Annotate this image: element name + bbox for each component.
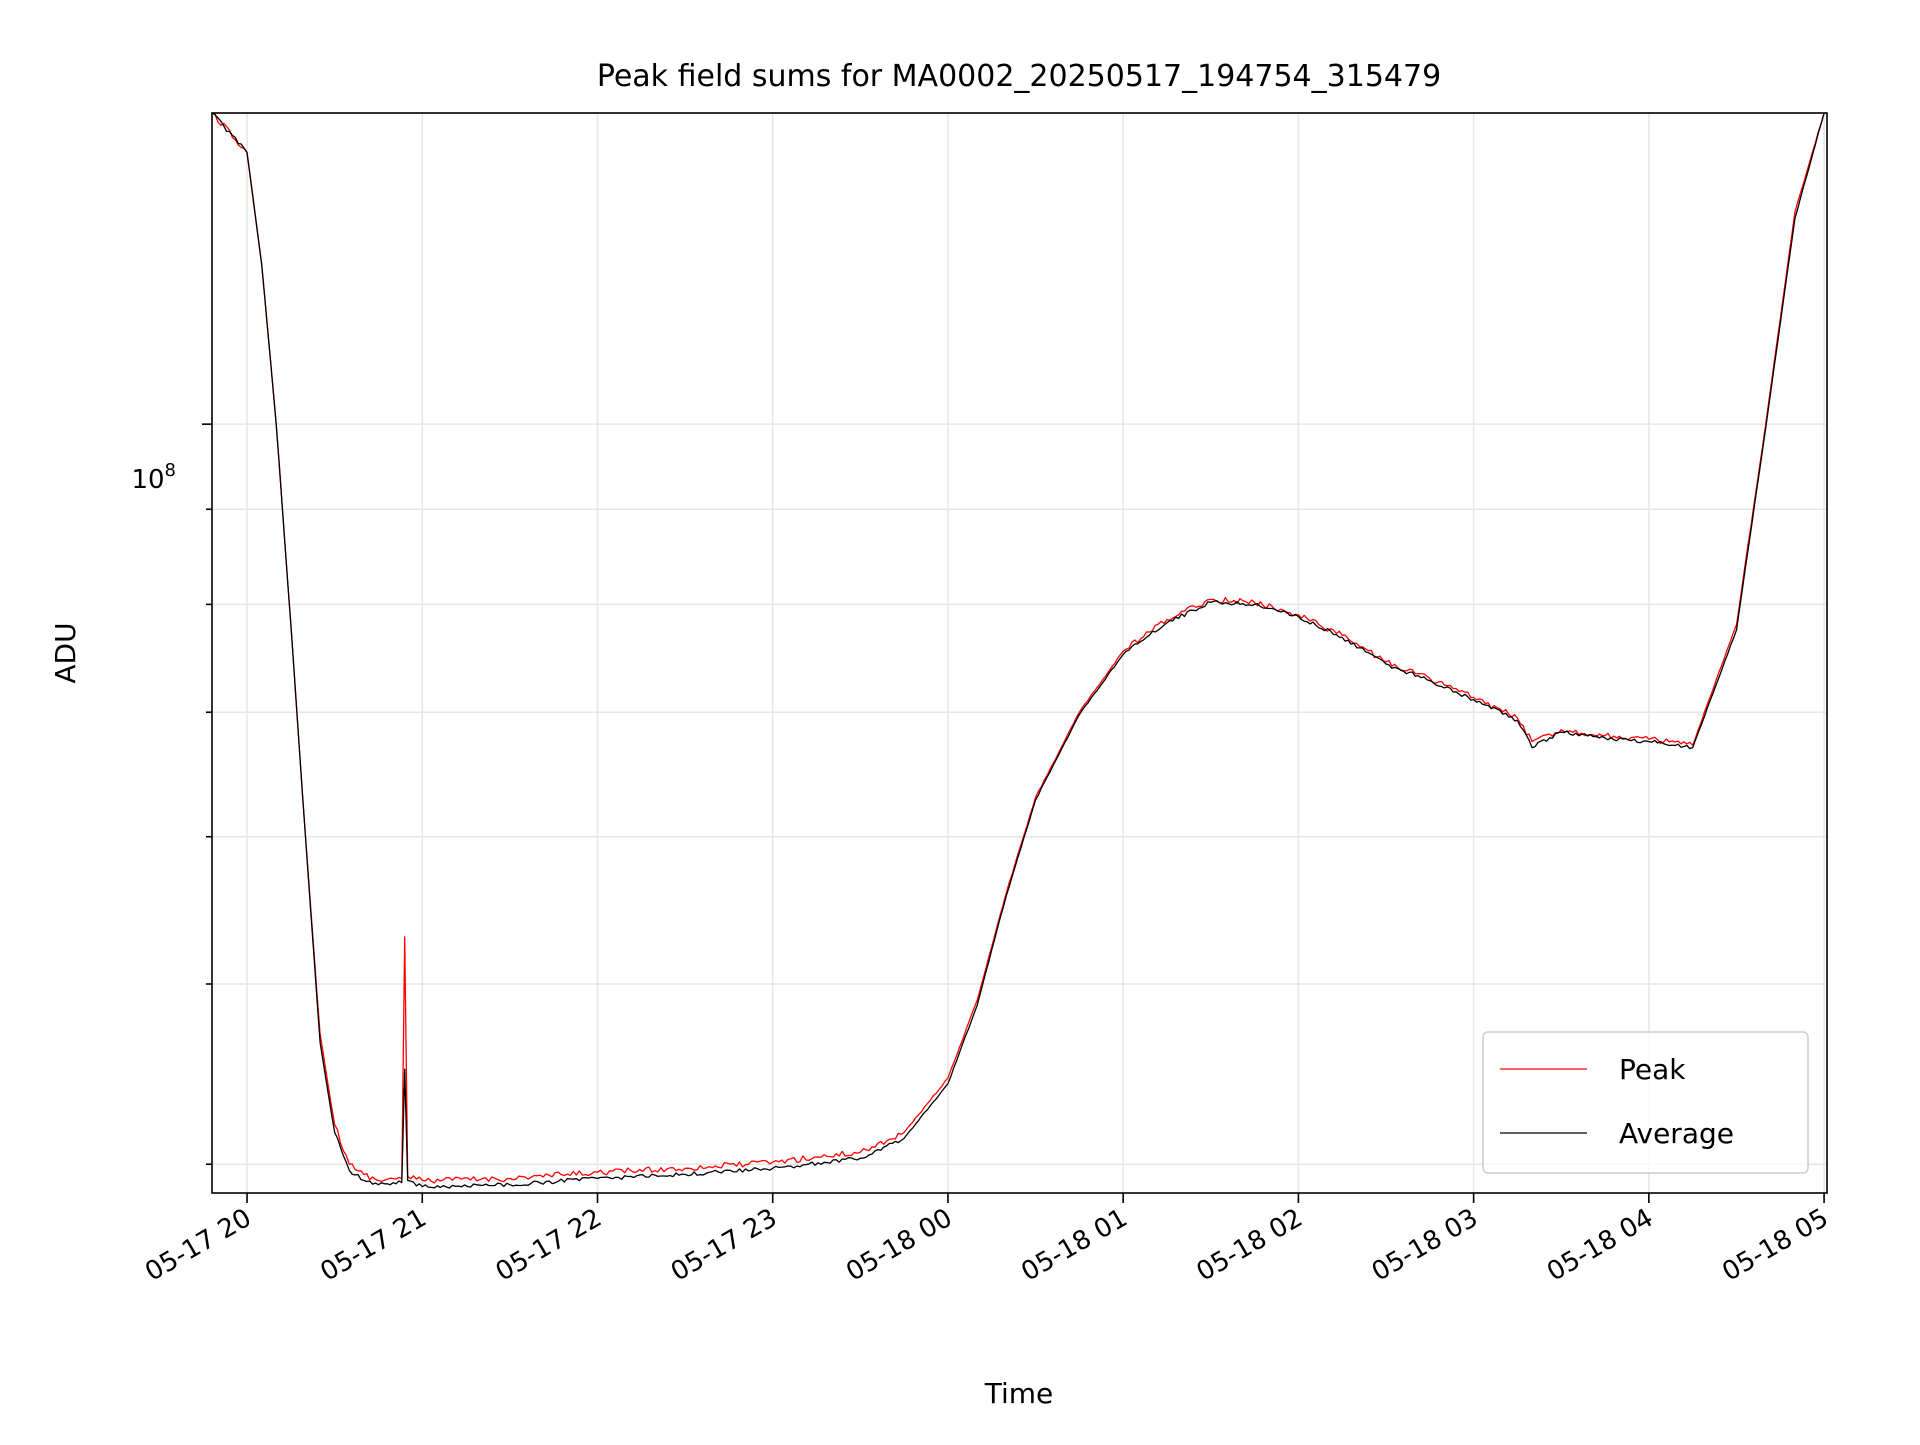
legend-box (1482, 1031, 1809, 1174)
series-line-average (211, 112, 1825, 1189)
legend-label-average: Average (1619, 1117, 1734, 1150)
series-layer (211, 112, 1825, 1189)
y-axis-label: ADU (49, 622, 82, 683)
chart-title: Peak field sums for MA0002_20250517_1947… (597, 59, 1441, 94)
legend: Peak Average (1482, 1031, 1809, 1174)
plot-frame (211, 112, 1828, 1194)
y-tick-label-major: 108 (131, 460, 176, 495)
legend-label-peak: Peak (1619, 1053, 1686, 1086)
grid (212, 113, 1827, 1193)
x-axis-label: Time (984, 1377, 1054, 1410)
